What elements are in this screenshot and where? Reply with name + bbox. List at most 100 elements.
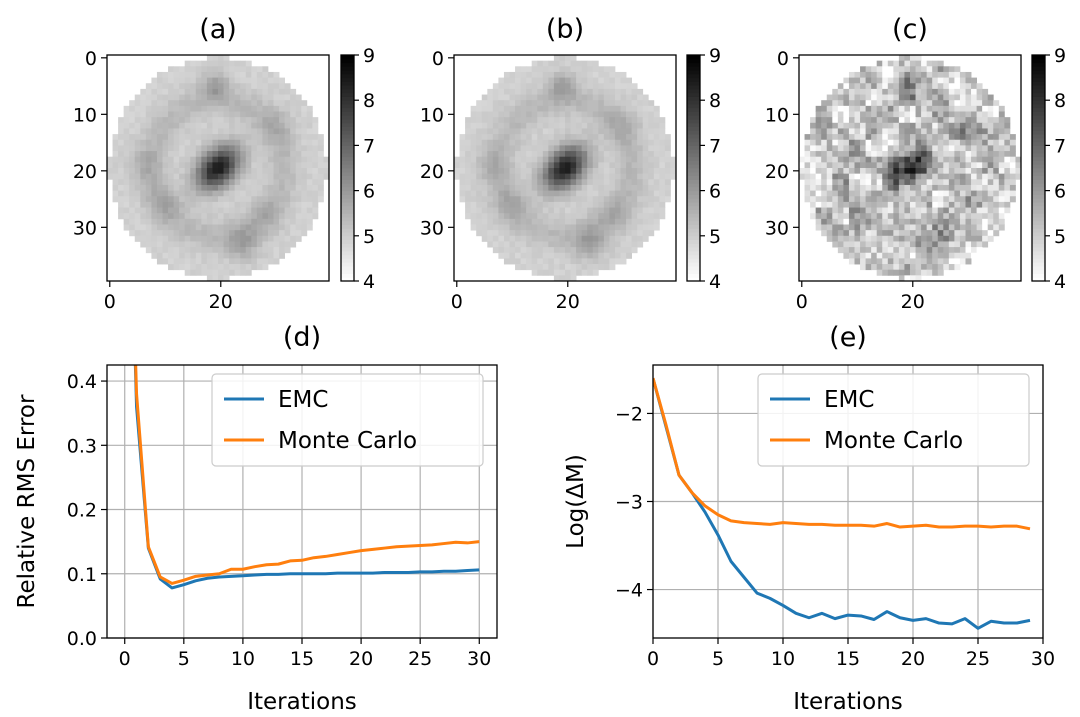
heatmap-cell [229,77,236,84]
heatmap-cell [301,139,308,146]
colorbar-swatch [1032,175,1045,180]
heatmap-cell [290,184,297,191]
heatmap-cell [201,184,208,191]
heatmap-cell [871,224,878,231]
heatmap-cell [140,196,147,203]
heatmap-cell [526,179,533,186]
heatmap-cell [576,241,583,248]
heatmap-cell [965,247,972,254]
heatmap-cell [587,269,594,276]
heatmap-cell [937,179,944,186]
heatmap-cell [943,100,950,107]
heatmap-cell [860,241,866,248]
colorbar-swatch [341,269,354,274]
heatmap-cell [609,156,616,163]
heatmap-cell [926,145,933,152]
heatmap-cell [290,156,297,163]
heatmap-cell [876,134,883,141]
heatmap-cell [212,224,219,231]
heatmap-cell [256,156,263,163]
heatmap-cell [542,66,549,73]
heatmap-cell [212,247,219,254]
heatmap-cell [843,128,850,135]
heatmap-cell [609,134,616,141]
heatmap-cell [190,196,197,203]
heatmap-cell [134,213,141,220]
heatmap-cell [587,71,594,78]
heatmap-cell [537,230,544,237]
heatmap-cell [826,207,833,214]
heatmap-cell [118,156,125,163]
heatmap-cell [201,269,208,276]
heatmap-cell [971,111,977,118]
heatmap-cell [240,156,247,163]
heatmap-cell [648,117,655,124]
heatmap-cell [487,173,494,180]
heatmap-cell [262,190,269,197]
heatmap-cell [898,83,905,90]
heatmap-cell [921,201,928,208]
heatmap-cell [509,88,516,95]
heatmap-cell [882,111,889,118]
heatmap-cell [570,196,577,203]
heatmap-cell [245,105,252,112]
heatmap-cell [598,156,605,163]
heatmap-cell [826,179,833,186]
heatmap-cell [565,230,571,237]
heatmap-cell [626,173,632,180]
heatmap-cell [515,258,521,265]
colorbar-swatch [341,115,354,120]
heatmap-cell [637,145,644,152]
colorbar-swatch [687,96,700,101]
heatmap-cell [592,83,599,90]
heatmap-cell [998,207,1005,214]
heatmap-cell [134,207,141,214]
heatmap-cell [843,196,850,203]
heatmap-cell [256,230,263,237]
heatmap-cell [637,139,644,146]
heatmap-cell [476,184,483,191]
heatmap-cell [876,241,883,248]
heatmap-cell [837,196,844,203]
heatmap-cell [212,88,219,95]
heatmap-cell [245,207,252,214]
heatmap-cell [201,179,208,186]
heatmap-cell [832,241,839,248]
heatmap-cell [537,179,544,186]
heatmap-cell [915,151,922,158]
colorbar-swatch [1032,77,1045,82]
heatmap-cell [871,156,878,163]
heatmap-cell [626,201,632,208]
heatmap-cell [542,156,549,163]
heatmap-cell [637,156,644,163]
heatmap-cell [642,190,649,197]
heatmap-cell [515,77,521,84]
heatmap-cell [273,117,280,124]
colorbar-tick-label: 8 [1054,90,1066,112]
heatmap-cell [262,71,269,78]
heatmap-cell [587,139,594,146]
heatmap-cell [173,252,180,259]
heatmap-cell [206,139,213,146]
heatmap-cell [570,275,577,282]
heatmap-cell [943,235,950,242]
heatmap-cell [848,230,855,237]
heatmap-cell [559,275,566,282]
heatmap-cell [587,162,594,169]
colorbar-swatch [341,254,354,259]
heatmap-cell [162,111,169,118]
heatmap-cell [915,264,922,271]
heatmap-cell [553,179,560,186]
panel-title: (b) [546,14,584,45]
heatmap-cell [140,105,147,112]
heatmap-cell [520,134,527,141]
heatmap-cell [854,100,861,107]
heatmap-cell [598,71,605,78]
heatmap-cell [481,145,488,152]
heatmap-cell [965,139,972,146]
heatmap-cell [570,190,577,197]
heatmap-cell [184,224,191,231]
heatmap-cell [620,139,627,146]
heatmap-cell [871,235,878,242]
colorbar-swatch [341,81,354,86]
